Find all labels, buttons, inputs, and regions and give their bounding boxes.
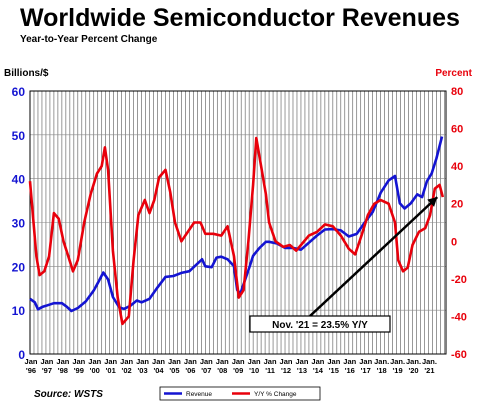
x-tick-label-month: Jan bbox=[295, 357, 308, 366]
x-tick-label-month: Jan bbox=[120, 357, 133, 366]
annotation-arrow-line bbox=[309, 196, 439, 317]
x-tick-label-month: Jan bbox=[25, 357, 38, 366]
x-tick-label-year: '08 bbox=[217, 366, 227, 375]
x-tick-label-month: Jan bbox=[327, 357, 340, 366]
x-tick-label-month: Jan bbox=[40, 357, 53, 366]
right-tick-label: 80 bbox=[451, 86, 463, 98]
x-tick-label-year: '01 bbox=[106, 366, 116, 375]
x-tick-label-year: '98 bbox=[58, 366, 68, 375]
x-tick-label-month: Jan bbox=[359, 357, 372, 366]
left-tick-label: 0 bbox=[18, 348, 25, 362]
x-tick-label-year: '04 bbox=[153, 366, 164, 375]
annotation-box bbox=[249, 315, 391, 333]
x-tick-label-year: '99 bbox=[74, 366, 84, 375]
left-axis-title: Billions/$ bbox=[4, 68, 49, 79]
x-tick-label-month: Jan. bbox=[422, 357, 437, 366]
annotation-arrow-head bbox=[427, 197, 438, 207]
right-tick-label: 40 bbox=[451, 161, 463, 173]
x-tick-label-month: Jan bbox=[88, 357, 101, 366]
right-tick-label: 20 bbox=[451, 199, 463, 211]
left-tick-label: 30 bbox=[12, 217, 26, 231]
x-tick-label-month: Jan bbox=[136, 357, 149, 366]
right-tick-label: 60 bbox=[451, 124, 463, 136]
x-tick-label-year: '16 bbox=[345, 366, 355, 375]
x-tick-label-year: '12 bbox=[281, 366, 291, 375]
x-tick-label-month: Jan bbox=[248, 357, 261, 366]
legend: Revenue Y/Y % Change bbox=[159, 386, 321, 401]
x-tick-label-year: '02 bbox=[122, 366, 132, 375]
x-tick-label-year: '21 bbox=[424, 366, 434, 375]
x-tick-label-month: Jan bbox=[56, 357, 69, 366]
x-tick-label-month: Jan bbox=[264, 357, 277, 366]
left-tick-label: 20 bbox=[12, 260, 26, 274]
x-tick-label-month: Jan bbox=[232, 357, 245, 366]
x-tick-label-month: Jan. bbox=[390, 357, 405, 366]
x-tick-label-year: '10 bbox=[249, 366, 259, 375]
x-tick-label-year: '06 bbox=[185, 366, 195, 375]
revenue-line bbox=[29, 136, 444, 313]
left-tick-label: 10 bbox=[12, 304, 26, 318]
left-tick-label: 40 bbox=[12, 173, 26, 187]
x-tick-label-year: '11 bbox=[265, 366, 275, 375]
x-tick-label-month: Jan bbox=[72, 357, 85, 366]
legend-label: Revenue bbox=[186, 391, 212, 398]
annotation-label: Nov. '21 = 23.5% Y/Y bbox=[272, 320, 368, 331]
x-tick-label-year: '96 bbox=[26, 366, 36, 375]
x-tick-label-year: '20 bbox=[408, 366, 418, 375]
x-tick-label-year: '17 bbox=[361, 366, 371, 375]
x-tick-label-year: '15 bbox=[329, 366, 339, 375]
x-tick-label-year: '97 bbox=[42, 366, 52, 375]
plot-frame bbox=[29, 90, 447, 355]
right-tick-label: -20 bbox=[451, 274, 467, 286]
x-tick-label-month: Jan bbox=[200, 357, 213, 366]
right-tick-label: -40 bbox=[451, 311, 467, 323]
x-tick-label-year: '14 bbox=[313, 366, 324, 375]
x-tick-label-month: Jan bbox=[152, 357, 165, 366]
x-tick-label-year: '18 bbox=[377, 366, 387, 375]
x-tick-label-month: Jan. bbox=[406, 357, 421, 366]
x-tick-label-month: Jan bbox=[280, 357, 293, 366]
x-tick-label-month: Jan bbox=[311, 357, 324, 366]
x-tick-label-year: '09 bbox=[233, 366, 243, 375]
right-tick-label: -60 bbox=[451, 349, 467, 361]
x-tick-label-month: Jan bbox=[343, 357, 356, 366]
source-note: Source: WSTS bbox=[34, 389, 103, 400]
x-tick-label-month: Jan bbox=[216, 357, 229, 366]
right-tick-label: 0 bbox=[451, 236, 457, 248]
x-tick-label-year: '05 bbox=[169, 366, 179, 375]
x-tick-label-month: Jan bbox=[104, 357, 117, 366]
x-tick-label-year: '00 bbox=[90, 366, 100, 375]
x-tick-label-year: '03 bbox=[138, 366, 148, 375]
x-tick-label-year: '19 bbox=[393, 366, 403, 375]
x-tick-label-month: Jan bbox=[168, 357, 181, 366]
chart-title: Worldwide Semiconductor Revenues bbox=[20, 4, 460, 32]
x-tick-label-year: '13 bbox=[297, 366, 307, 375]
left-tick-label: 50 bbox=[12, 129, 26, 143]
legend-label: Y/Y % Change bbox=[254, 391, 297, 398]
x-tick-label-month: Jan bbox=[184, 357, 197, 366]
x-tick-label-month: Jan. bbox=[374, 357, 389, 366]
x-tick-label-year: '07 bbox=[201, 366, 211, 375]
right-axis-title: Percent bbox=[435, 68, 472, 79]
chart-subtitle: Year-to-Year Percent Change bbox=[20, 34, 158, 45]
yoy-change-line bbox=[28, 136, 445, 326]
left-tick-label: 60 bbox=[12, 85, 26, 99]
